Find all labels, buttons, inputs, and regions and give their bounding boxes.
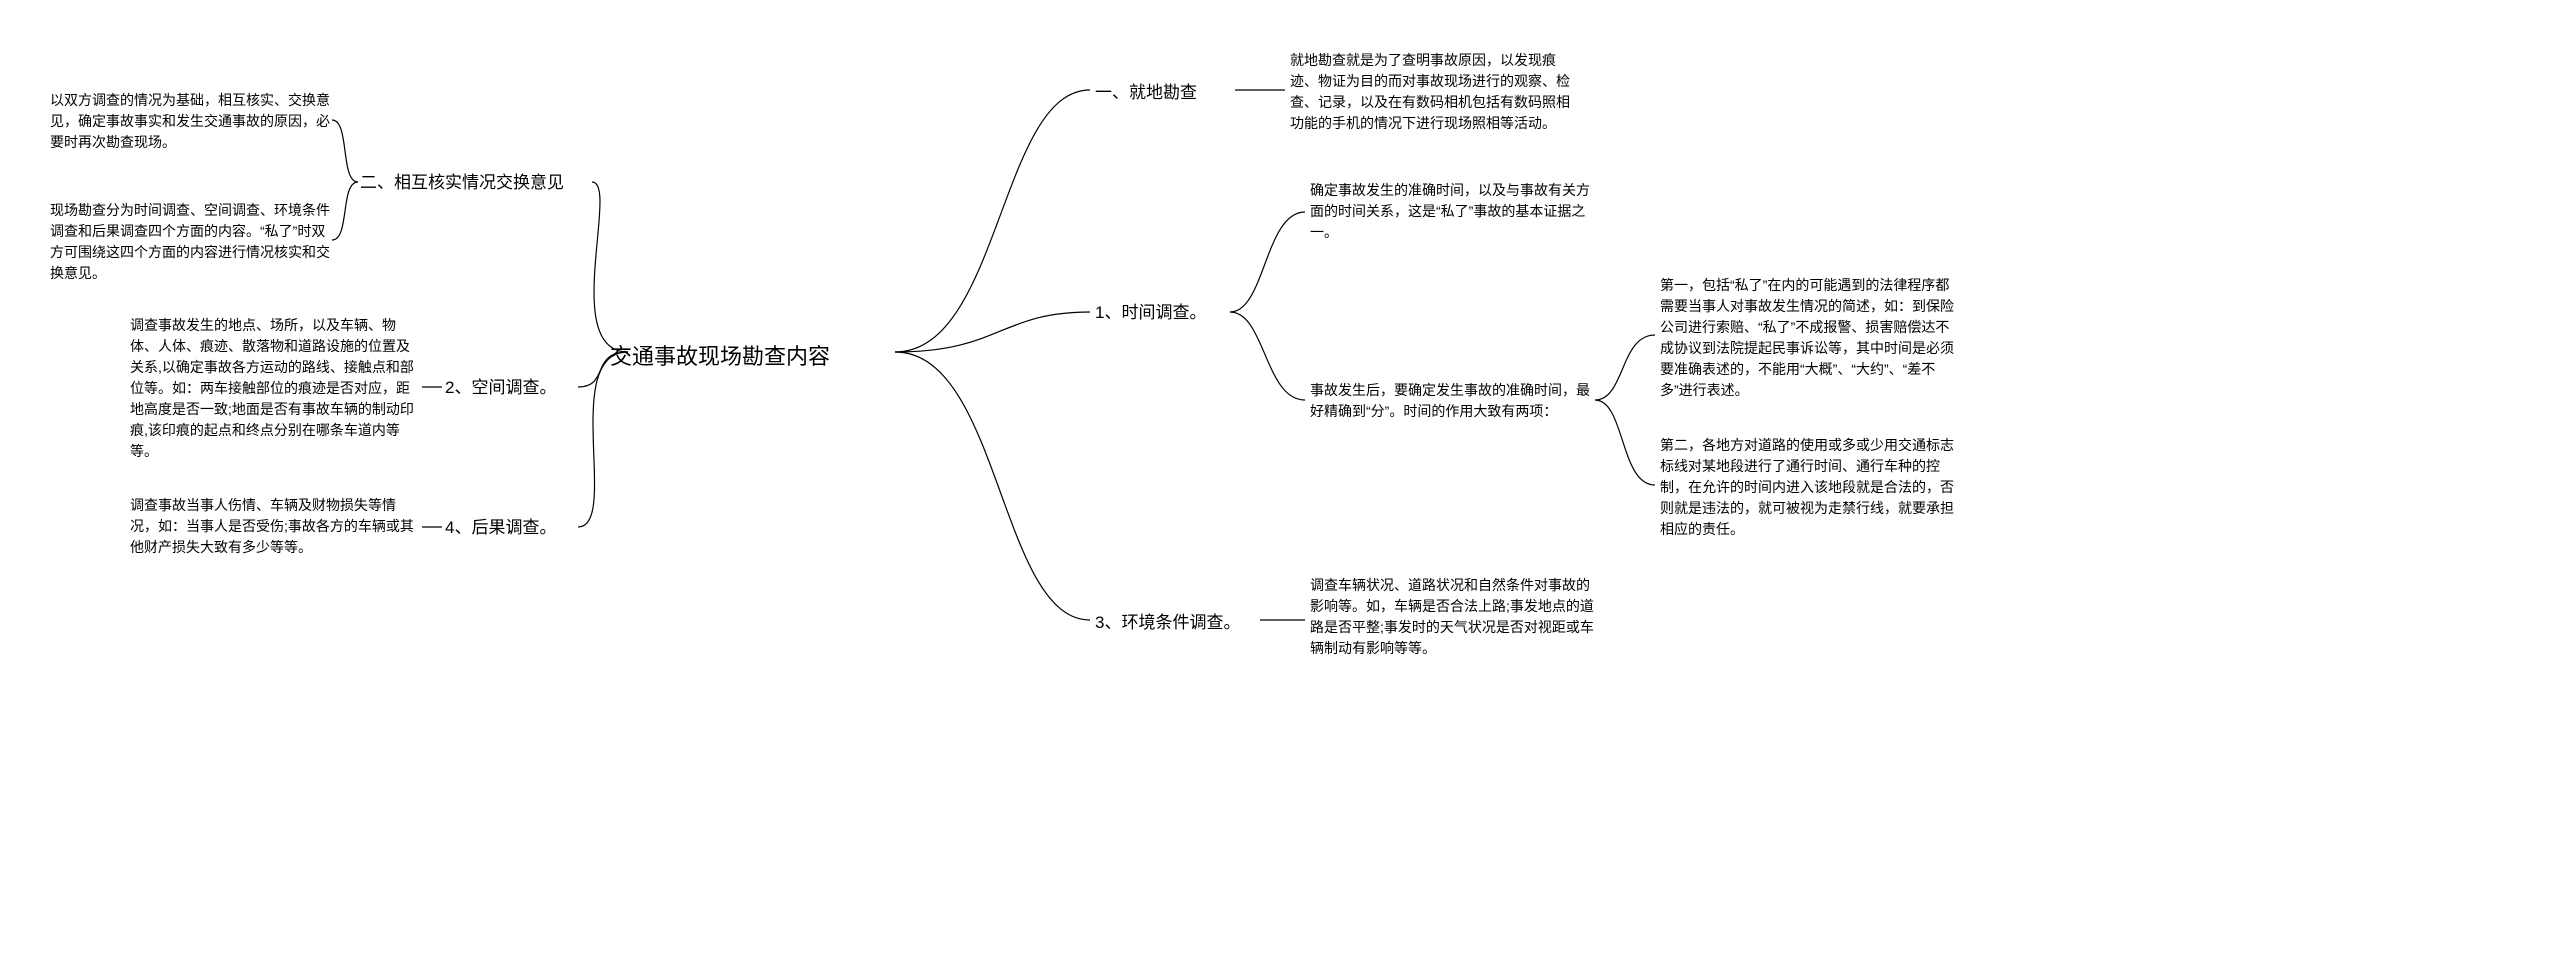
edge [1230,212,1305,312]
node-l1a: 以双方调查的情况为基础，相互核实、交换意见，确定事故事实和发生交通事故的原因，必… [50,90,330,153]
edge [895,90,1090,352]
edge [1595,400,1655,485]
edge [1595,335,1655,400]
node-r2b: 事故发生后，要确定发生事故的准确时间，最好精确到“分”。时间的作用大致有两项： [1310,380,1590,422]
node-l1b: 现场勘查分为时间调查、空间调查、环境条件调查和后果调查四个方面的内容。“私了”时… [50,200,330,284]
node-r2b2: 第二，各地方对道路的使用或多或少用交通标志标线对某地段进行了通行时间、通行车种的… [1660,435,1960,540]
node-r1: 一、就地勘查 [1095,80,1235,106]
edge-layer [0,0,2560,979]
edge [332,182,358,240]
edge [1230,312,1305,400]
node-r3a: 调查车辆状况、道路状况和自然条件对事故的影响等。如，车辆是否合法上路;事发地点的… [1310,575,1600,659]
node-l3a: 调查事故当事人伤情、车辆及财物损失等情况，如：当事人是否受伤;事故各方的车辆或其… [130,495,420,558]
edge [895,312,1090,352]
node-l3: 4、后果调查。 [445,515,575,541]
node-l2a: 调查事故发生的地点、场所，以及车辆、物体、人体、痕迹、散落物和道路设施的位置及关… [130,315,420,462]
node-r1a: 就地勘查就是为了查明事故原因，以发现痕迹、物证为目的而对事故现场进行的观察、检查… [1290,50,1580,134]
node-l1: 二、相互核实情况交换意见 [360,170,590,196]
edge [592,182,628,352]
node-r2b1: 第一，包括“私了”在内的可能遇到的法律程序都需要当事人对事故发生情况的简述，如：… [1660,275,1960,401]
edge [332,120,358,182]
root-node: 交通事故现场勘查内容 [610,340,910,373]
node-r2: 1、时间调查。 [1095,300,1225,326]
node-l2: 2、空间调查。 [445,375,575,401]
edge [895,352,1090,620]
node-r3: 3、环境条件调查。 [1095,610,1255,636]
edge [578,352,628,527]
mindmap-stage: 交通事故现场勘查内容 一、就地勘查 就地勘查就是为了查明事故原因，以发现痕迹、物证为… [0,0,2560,979]
node-r2a: 确定事故发生的准确时间，以及与事故有关方面的时间关系，这是“私了”事故的基本证据… [1310,180,1590,243]
